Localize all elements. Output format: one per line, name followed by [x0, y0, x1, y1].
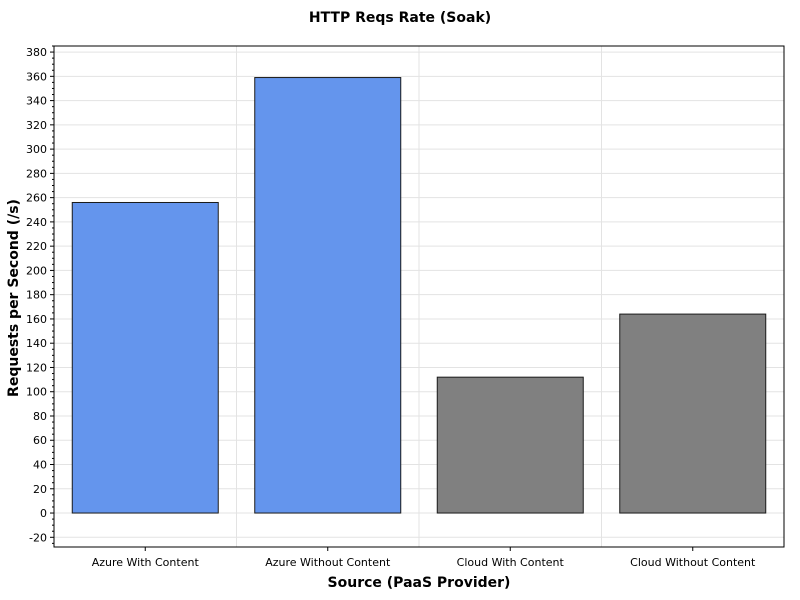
y-tick-label: 100 — [26, 386, 47, 399]
y-tick-label: 280 — [26, 167, 47, 180]
bar-cloud-without-content — [619, 313, 767, 514]
x-tick-label: Cloud Without Content — [630, 556, 756, 569]
plot-frame — [53, 45, 785, 548]
y-tick-label: 380 — [26, 46, 47, 59]
x-tick-label: Azure Without Content — [265, 556, 391, 569]
y-tick-label: 40 — [33, 459, 47, 472]
y-tick-label: 300 — [26, 143, 47, 156]
y-tick-label: -20 — [29, 531, 47, 544]
y-tick-label: 220 — [26, 240, 47, 253]
y-tick-label: 320 — [26, 119, 47, 132]
bar-cloud-with-content — [436, 376, 584, 514]
y-tick-label: 80 — [33, 410, 47, 423]
chart-title: HTTP Reqs Rate (Soak) — [308, 10, 492, 26]
x-tick-label: Cloud With Content — [457, 556, 565, 569]
y-tick-label: 340 — [26, 95, 47, 108]
y-tick-label: 0 — [40, 507, 47, 520]
bars — [71, 77, 767, 514]
x-tick-label: Azure With Content — [92, 556, 200, 569]
x-axis-label: Source (PaaS Provider) — [327, 575, 511, 591]
bar-azure-without-content — [254, 77, 402, 514]
y-tick-label: 160 — [26, 313, 47, 326]
y-tick-label: 20 — [33, 483, 47, 496]
y-tick-label: 260 — [26, 192, 47, 205]
y-tick-label: 360 — [26, 70, 47, 83]
y-tick-label: 200 — [26, 264, 47, 277]
y-tick-label: 140 — [26, 337, 47, 350]
axes: -20 0 20 40 60 80 100 120 140 160 180 200 220 240 260 2… — [26, 45, 756, 569]
y-tick-label: 180 — [26, 289, 47, 302]
y-tick-label: 240 — [26, 216, 47, 229]
bar-azure-with-content — [71, 201, 219, 514]
y-tick-label: 60 — [33, 434, 47, 447]
y-tick-label: 120 — [26, 361, 47, 374]
